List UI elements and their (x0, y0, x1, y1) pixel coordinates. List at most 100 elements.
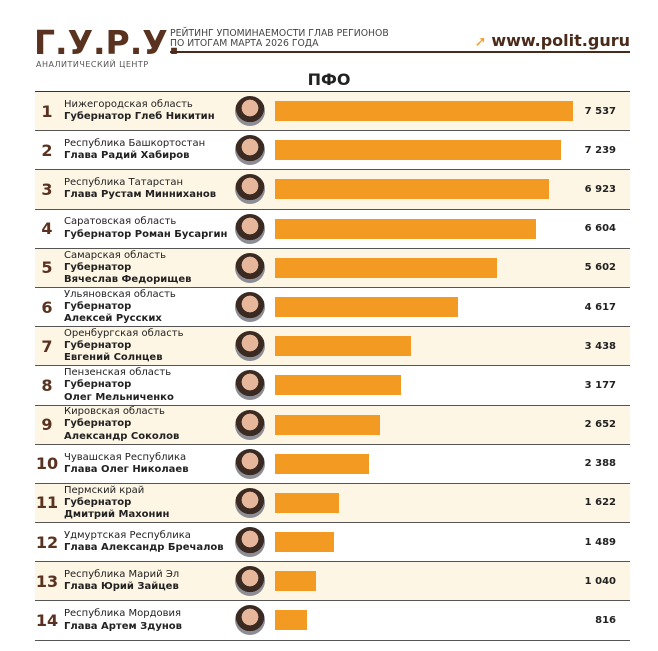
region-name: Республика Марий Эл (64, 569, 180, 581)
region-name: Республика Башкортостан (64, 138, 206, 150)
leader-title: Глава Юрий Зайцев (64, 581, 179, 593)
region-name: Республика Татарстан (64, 177, 184, 189)
leader-info: Чувашская Республика Глава Олег Николаев (64, 445, 189, 483)
table-row: 2 Республика Башкортостан Глава Радий Ха… (35, 131, 630, 171)
leader-name: Евгений Солнцев (64, 352, 163, 364)
table-row: 8 Пензенская область Губернатор Олег Мел… (35, 366, 630, 406)
bar (275, 453, 370, 474)
rank-number: 11 (35, 493, 59, 513)
rank-number: 12 (35, 532, 59, 552)
report-title-line2: ПО ИТОГАМ МАРТА 2026 ГОДА (170, 38, 319, 49)
leader-title: Губернатор (64, 418, 132, 430)
rank-number: 13 (35, 571, 59, 591)
report-title-line1: РЕЙТИНГ УПОМИНАЕМОСТИ ГЛАВ РЕГИОНОВ (170, 28, 389, 39)
bar (275, 140, 562, 161)
table-row: 12 Удмуртская Республика Глава Александр… (35, 523, 630, 563)
leader-info: Кировская область Губернатор Александр С… (64, 406, 179, 444)
rank-number: 8 (41, 375, 53, 395)
value-label: 5 602 (584, 262, 616, 274)
leader-title: Губернатор Глеб Никитин (64, 111, 215, 123)
leader-photo (235, 291, 265, 322)
leader-info: Республика Марий Эл Глава Юрий Зайцев (64, 562, 179, 600)
report-title: РЕЙТИНГ УПОМИНАЕМОСТИ ГЛАВ РЕГИОНОВ ПО И… (170, 29, 389, 49)
leader-name: Олег Мельниченко (64, 391, 174, 403)
table-row: 4 Саратовская область Губернатор Роман Б… (35, 210, 630, 249)
region-name: Кировская область (64, 406, 165, 418)
value-label: 7 239 (584, 144, 616, 156)
bar (275, 375, 401, 396)
leader-photo (235, 135, 265, 166)
table-row: 3 Республика Татарстан Глава Рустам Минн… (35, 170, 630, 210)
site-link[interactable]: ➚ www.polit.guru (475, 31, 630, 50)
leader-photo (235, 409, 265, 440)
leader-title: Глава Артем Здунов (64, 620, 182, 632)
leader-photo (235, 448, 265, 479)
leader-title: Губернатор (64, 340, 132, 352)
value-label: 6 604 (584, 223, 616, 235)
region-name: Самарская область (64, 249, 167, 261)
leader-info: Удмуртская Республика Глава Александр Бр… (64, 523, 224, 561)
table-row: 11 Пермский край Губернатор Дмитрий Махо… (35, 483, 630, 524)
table-row: 14 Республика Мордовия Глава Артем Здуно… (35, 601, 630, 641)
leader-title: Глава Рустам Минниханов (64, 189, 217, 201)
bar (275, 101, 573, 121)
bar (275, 336, 411, 357)
bar (275, 179, 549, 200)
logo: Г.У.Р.У. (34, 23, 181, 62)
leader-info: Саратовская область Губернатор Роман Бус… (64, 210, 227, 248)
value-label: 1 040 (584, 575, 616, 587)
rank-number: 7 (41, 336, 53, 356)
table-row: 10 Чувашская Республика Глава Олег Никол… (35, 445, 630, 484)
leader-photo (235, 213, 265, 244)
leader-title: Глава Олег Николаев (64, 463, 189, 475)
table-row: 9 Кировская область Губернатор Александр… (35, 405, 630, 445)
rank-number: 9 (41, 415, 53, 435)
leader-info: Нижегородская область Губернатор Глеб Ни… (64, 92, 215, 130)
leader-info: Пермский край Губернатор Дмитрий Махонин (64, 484, 169, 522)
value-label: 1 622 (584, 497, 616, 509)
leader-photo (235, 487, 265, 518)
leader-info: Республика Башкортостан Глава Радий Хаби… (64, 131, 205, 169)
arrow-icon: ➚ (474, 34, 487, 50)
bar (275, 257, 497, 278)
leader-info: Пензенская область Губернатор Олег Мельн… (64, 366, 174, 404)
rank-number: 2 (41, 140, 53, 160)
leader-photo (235, 96, 265, 126)
value-label: 816 (595, 615, 616, 627)
bar (275, 532, 334, 553)
bar (275, 571, 317, 592)
rank-number: 4 (41, 219, 53, 239)
leader-info: Самарская область Губернатор Вячеслав Фе… (64, 249, 191, 287)
region-name: Нижегородская область (64, 98, 193, 110)
bar (275, 492, 340, 513)
value-label: 3 177 (584, 379, 616, 391)
bar (275, 218, 537, 239)
leader-title: Губернатор Роман Бусаргин (64, 228, 228, 240)
header-divider (170, 51, 630, 53)
region-name: Удмуртская Республика (64, 529, 191, 541)
leader-photo (235, 566, 265, 597)
value-label: 7 537 (584, 105, 616, 117)
rank-number: 10 (35, 454, 59, 474)
leader-photo (235, 331, 265, 362)
leader-title: Губернатор (64, 261, 132, 273)
table-row: 6 Ульяновская область Губернатор Алексей… (35, 288, 630, 328)
leader-info: Оренбургская область Губернатор Евгений … (64, 327, 183, 365)
leader-info: Республика Мордовия Глава Артем Здунов (64, 601, 182, 639)
table-row: 13 Республика Марий Эл Глава Юрий Зайцев… (35, 562, 630, 602)
leader-name: Дмитрий Махонин (64, 509, 170, 521)
leader-photo (235, 527, 265, 558)
value-label: 2 652 (584, 419, 616, 431)
value-label: 2 388 (584, 458, 616, 470)
leader-photo (235, 174, 265, 205)
region-name: Ульяновская область (64, 288, 176, 300)
table-row: 5 Самарская область Губернатор Вячеслав … (35, 248, 630, 288)
table-row: 1 Нижегородская область Губернатор Глеб … (35, 92, 630, 132)
ranking-table: 1 Нижегородская область Губернатор Глеб … (35, 91, 630, 641)
leader-title: Губернатор (64, 379, 132, 391)
leader-title: Глава Александр Бречалов (64, 542, 224, 554)
rank-number: 1 (41, 101, 53, 121)
rank-number: 5 (41, 258, 53, 278)
leader-photo (235, 605, 265, 636)
table-row: 7 Оренбургская область Губернатор Евгени… (35, 327, 630, 367)
